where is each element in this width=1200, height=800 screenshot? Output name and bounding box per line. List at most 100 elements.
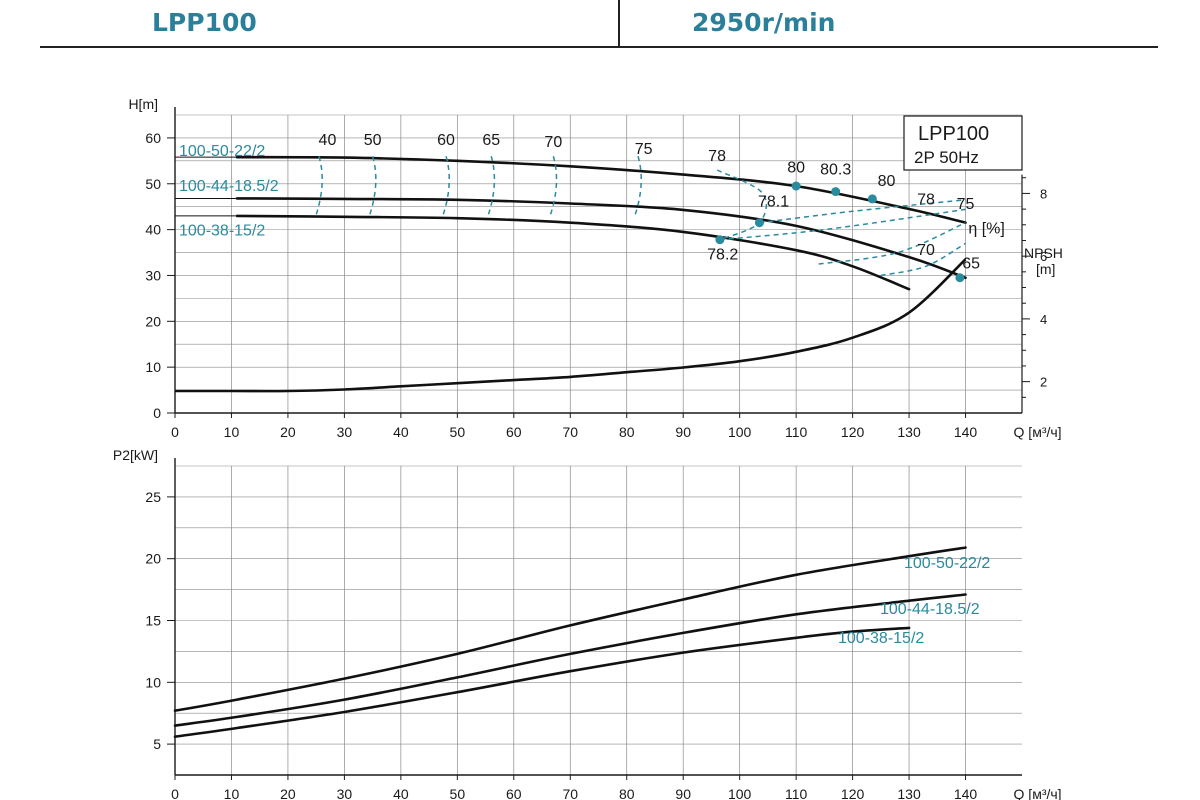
- efficiency-label: 80: [878, 173, 896, 190]
- efficiency-point: [754, 218, 764, 228]
- efficiency-isoline: [367, 156, 377, 219]
- x-tick-label: 50: [450, 786, 466, 800]
- x-tick-label: 110: [785, 786, 808, 800]
- x-tick-label: 60: [506, 424, 522, 440]
- efficiency-isoline: [880, 242, 966, 277]
- efficiency-isoline: [441, 156, 450, 219]
- x-tick-label: 0: [171, 786, 179, 800]
- power-series-label: 100-50-22/2: [904, 555, 990, 572]
- efficiency-axis-label: η [%]: [968, 220, 1004, 237]
- npsh-label: NPSH: [1024, 245, 1063, 261]
- speed-title: 2950r/min: [692, 8, 836, 37]
- x-tick-label: 90: [675, 424, 691, 440]
- curve-100-44-18.5/2: [235, 197, 967, 280]
- efficiency-isoline: [716, 169, 768, 241]
- x-tick-label: 90: [675, 786, 691, 800]
- header-divider: [618, 0, 620, 46]
- x-axis-label: Q [м³/ч]: [1014, 424, 1062, 440]
- efficiency-isoline: [759, 199, 966, 224]
- x-tick-label: 140: [954, 786, 978, 800]
- curve-leader: [174, 727, 238, 738]
- x-tick-label: 50: [450, 424, 466, 440]
- x-tick-label: 60: [506, 786, 522, 800]
- head-series-label: 100-50-22/2: [179, 143, 265, 160]
- efficiency-label: 70: [917, 242, 935, 259]
- efficiency-label: 65: [482, 132, 500, 149]
- y-tick-label: 15: [145, 613, 161, 629]
- efficiency-point: [715, 235, 725, 245]
- efficiency-point: [831, 187, 841, 197]
- x-tick-label: 100: [728, 786, 752, 800]
- x-tick-label: 20: [280, 424, 296, 440]
- x-tick-label: 30: [337, 424, 353, 440]
- y-tick-label: 20: [145, 551, 161, 567]
- x-tick-label: 80: [619, 786, 635, 800]
- efficiency-isoline: [633, 156, 642, 219]
- x-tick-label: 10: [224, 786, 240, 800]
- legend-spec: 2P 50Hz: [914, 148, 979, 167]
- header: LPP100 2950r/min: [40, 0, 1158, 48]
- npsh-curve: [175, 258, 967, 393]
- curve-leader: [174, 716, 238, 727]
- x-tick-label: 40: [393, 424, 409, 440]
- x-axis-label: Q [м³/ч]: [1014, 786, 1062, 800]
- x-tick-label: 40: [393, 786, 409, 800]
- y-axis-label: H[m]: [128, 96, 158, 112]
- x-tick-label: 30: [337, 786, 353, 800]
- efficiency-label: 65: [962, 256, 980, 273]
- efficiency-label: 50: [364, 132, 382, 149]
- efficiency-point: [955, 273, 965, 283]
- efficiency-point: [867, 194, 877, 204]
- x-tick-label: 100: [728, 424, 752, 440]
- x-tick-label: 20: [280, 786, 296, 800]
- efficiency-label: 78.2: [707, 246, 738, 263]
- efficiency-isoline: [818, 222, 966, 265]
- efficiency-isoline: [314, 156, 323, 219]
- curve-100-38-15/2: [173, 626, 911, 738]
- model-title: LPP100: [152, 8, 257, 37]
- x-tick-label: 70: [562, 786, 578, 800]
- efficiency-isoline: [548, 156, 558, 219]
- x-tick-label: 80: [619, 424, 635, 440]
- npsh-tick-label: 6: [1040, 249, 1047, 264]
- y-axis-label: P2[kW]: [113, 447, 158, 463]
- power-series-label: 100-44-18.5/2: [880, 601, 980, 618]
- curve-100-44-18.5/2: [173, 593, 967, 727]
- npsh-tick-label: 2: [1040, 375, 1047, 390]
- y-tick-label: 10: [145, 674, 161, 690]
- x-tick-label: 0: [171, 424, 179, 440]
- npsh-tick-label: 4: [1040, 312, 1047, 327]
- efficiency-label: 40: [319, 132, 337, 149]
- curve-100-50-22/2: [173, 546, 967, 712]
- efficiency-label: 60: [437, 132, 455, 149]
- efficiency-label: 78: [708, 148, 726, 165]
- legend-model: LPP100: [918, 123, 989, 145]
- efficiency-label: 78.1: [758, 194, 789, 211]
- efficiency-label: 75: [635, 141, 653, 158]
- head-series-label: 100-44-18.5/2: [179, 178, 279, 195]
- x-tick-label: 70: [562, 424, 578, 440]
- efficiency-label: 80.3: [820, 162, 851, 179]
- power-series-label: 100-38-15/2: [838, 630, 924, 647]
- header-rule: [40, 46, 1158, 48]
- x-tick-label: 140: [954, 424, 978, 440]
- x-tick-label: 130: [897, 786, 921, 800]
- head-chart: 0 10 20 30 40 50 60 70 80 90 100 110 120 130 140 Q [м³/…: [128, 96, 1062, 440]
- x-tick-label: 130: [897, 424, 921, 440]
- efficiency-point: [791, 181, 801, 191]
- y-tick-label: 30: [145, 267, 161, 283]
- curve-leader: [174, 699, 238, 712]
- npsh-tick-label: 8: [1040, 186, 1047, 201]
- curve-100-38-15/2: [235, 214, 911, 291]
- efficiency-isoline: [486, 156, 496, 219]
- y-tick-label: 25: [145, 489, 161, 505]
- x-tick-label: 10: [224, 424, 240, 440]
- efficiency-label: 75: [957, 196, 975, 213]
- x-tick-label: 120: [841, 786, 865, 800]
- y-tick-label: 5: [153, 736, 161, 752]
- y-tick-label: 10: [145, 359, 161, 375]
- y-tick-label: 50: [145, 176, 161, 192]
- y-tick-label: 40: [145, 222, 161, 238]
- y-tick-label: 0: [153, 405, 161, 421]
